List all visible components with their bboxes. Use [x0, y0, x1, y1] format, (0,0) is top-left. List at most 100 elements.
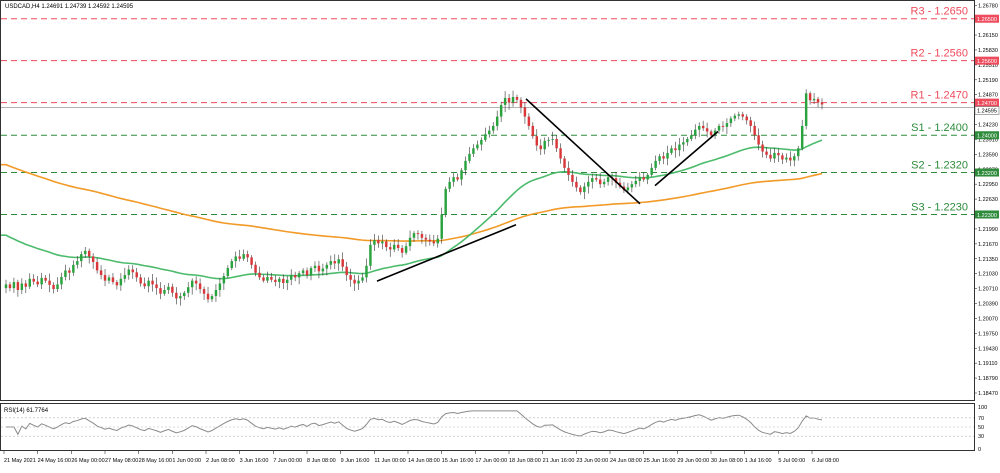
candle	[773, 147, 776, 163]
candle-body	[80, 254, 83, 262]
time-tick-label: 2 Jun 08:00	[206, 458, 235, 464]
candle	[404, 242, 408, 255]
candle-body	[345, 266, 348, 276]
price-tick-label: 1.25190	[978, 78, 998, 84]
level-label-r1: R1 - 1.2470	[911, 90, 968, 102]
candle-body	[218, 283, 222, 290]
candle-body	[638, 177, 642, 181]
candle	[262, 274, 265, 283]
levels-layer: R3 - 1.2650 R2 - 1.2560 R1 - 1.2470 S1 - 1.…	[1, 6, 974, 215]
candle	[420, 230, 424, 244]
candle-body	[484, 134, 487, 140]
candle	[238, 249, 241, 262]
price-tick-label: 1.21670	[978, 242, 998, 248]
candle-body	[238, 256, 241, 259]
candle-body	[460, 170, 463, 180]
level-tag-bg	[975, 168, 999, 177]
candle	[804, 89, 808, 130]
candle	[36, 275, 39, 288]
candle	[345, 262, 348, 281]
candle	[686, 136, 689, 146]
candle-body	[28, 278, 31, 287]
candle	[412, 231, 416, 242]
candle-body	[674, 148, 677, 151]
candle-body	[373, 240, 376, 245]
candle	[598, 172, 602, 188]
candle-body	[797, 148, 800, 157]
candle	[198, 278, 202, 294]
candle-body	[583, 186, 586, 193]
candle	[87, 248, 91, 264]
candle-body	[135, 272, 138, 278]
candle	[381, 234, 384, 250]
time-tick-label: 25 Jun 16:00	[644, 458, 676, 464]
candle-body	[690, 135, 693, 139]
price-tick-label: 1.22950	[978, 182, 998, 188]
candle-body	[713, 130, 717, 136]
candle	[630, 180, 634, 193]
candle-body	[480, 139, 483, 145]
time-tick-label: 3 Jun 16:00	[240, 458, 269, 464]
candle-body	[424, 237, 428, 240]
candle	[103, 268, 107, 287]
candle	[472, 144, 475, 158]
candle-body	[385, 241, 388, 248]
candle-body	[559, 148, 562, 159]
candle	[341, 252, 344, 271]
level-tag-text: 1.25600	[977, 59, 997, 65]
time-tick-label: 27 May 08:00	[105, 458, 138, 464]
candle-body	[491, 125, 495, 131]
price-tick-label: 1.26780	[978, 4, 998, 10]
level-label-r3: R3 - 1.2650	[911, 6, 968, 18]
candle-body	[793, 156, 796, 161]
candle-body	[686, 138, 689, 143]
price-tick-label: 1.25510	[978, 63, 998, 69]
candle	[793, 153, 796, 167]
price-tick-label: 1.18470	[978, 391, 998, 397]
trendline-3	[654, 130, 719, 187]
candle	[68, 267, 71, 281]
candle	[511, 90, 515, 107]
candle	[396, 239, 400, 251]
candle-body	[392, 244, 396, 250]
candle-body	[670, 148, 673, 153]
candle-body	[579, 187, 582, 193]
candle-body	[111, 277, 115, 283]
candle-body	[396, 244, 400, 249]
level-label-s3: S3 - 1.2230	[911, 201, 968, 213]
price-tick-label: 1.22630	[978, 197, 998, 203]
candle-body	[95, 262, 99, 271]
candle	[559, 143, 562, 164]
candle-body	[333, 261, 337, 264]
candle-body	[741, 114, 745, 117]
candle-body	[701, 125, 705, 129]
rsi-panel: 100 70 50 30 0	[1, 405, 987, 453]
candle	[206, 286, 210, 303]
candle	[488, 125, 491, 138]
candle	[571, 170, 574, 187]
candle	[697, 122, 701, 137]
price-tick-label: 1.24870	[978, 93, 998, 99]
candle	[753, 121, 756, 140]
candle	[436, 234, 439, 248]
candle-body	[654, 160, 657, 168]
candle	[111, 273, 115, 285]
candle	[495, 110, 499, 131]
candle	[175, 287, 178, 305]
candle-body	[519, 99, 523, 108]
candle-body	[650, 167, 653, 175]
candle	[705, 122, 709, 138]
candle-body	[440, 214, 443, 239]
candle-body	[91, 256, 95, 263]
candle-body	[286, 279, 289, 284]
candle-body	[785, 157, 788, 160]
time-tick-label: 18 Jun 08:00	[509, 458, 541, 464]
price-tick-label: 1.18790	[978, 376, 998, 382]
candle-body	[476, 144, 479, 149]
candle-body	[662, 156, 665, 159]
level-tag-bg	[975, 98, 999, 107]
candle	[250, 255, 253, 269]
candle-body	[503, 97, 507, 105]
level-tag-text: 1.26500	[977, 17, 997, 23]
candle-body	[274, 279, 277, 283]
